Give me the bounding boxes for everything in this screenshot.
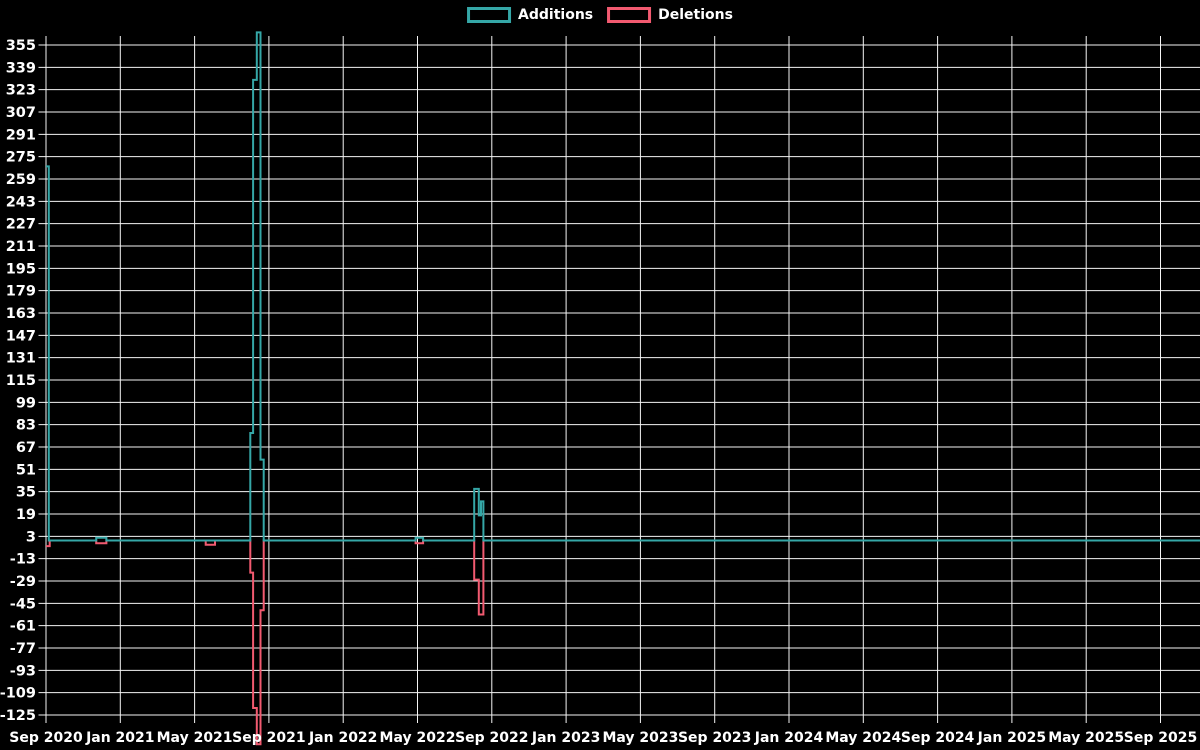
deletions-swatch-icon xyxy=(607,7,652,23)
chart-legend: Additions Deletions xyxy=(467,7,733,23)
y-tick-label: -125 xyxy=(0,708,36,724)
x-tick-label: May 2023 xyxy=(602,730,678,746)
y-tick-label: 179 xyxy=(6,284,36,300)
x-tick-label: Sep 2022 xyxy=(455,730,528,746)
y-tick-label: 323 xyxy=(6,83,36,99)
legend-label-additions: Additions xyxy=(518,7,594,23)
x-tick-label: Sep 2025 xyxy=(1124,730,1197,746)
y-tick-label: 3 xyxy=(26,529,36,545)
y-tick-label: 307 xyxy=(6,105,36,121)
y-tick-label: 339 xyxy=(6,60,36,76)
y-tick-label: 243 xyxy=(6,194,36,210)
y-tick-label: 115 xyxy=(6,373,36,389)
x-tick-label: Jan 2025 xyxy=(977,730,1046,746)
x-tick-label: May 2021 xyxy=(157,730,233,746)
y-tick-label: 163 xyxy=(6,306,36,322)
y-tick-label: 195 xyxy=(6,261,36,277)
y-tick-label: 291 xyxy=(6,127,36,143)
legend-item-deletions[interactable]: Deletions xyxy=(607,7,733,23)
y-tick-label: 355 xyxy=(6,38,36,54)
y-tick-label: 147 xyxy=(6,328,36,344)
additions-swatch-icon xyxy=(467,7,512,23)
y-tick-label: 51 xyxy=(16,462,36,478)
y-tick-label: -109 xyxy=(0,686,36,702)
x-tick-label: May 2022 xyxy=(380,730,456,746)
x-tick-label: Jan 2023 xyxy=(531,730,600,746)
x-tick-label: Sep 2023 xyxy=(678,730,751,746)
x-tick-label: May 2024 xyxy=(825,730,901,746)
x-tick-label: Jan 2021 xyxy=(85,730,154,746)
legend-label-deletions: Deletions xyxy=(658,7,733,23)
y-tick-label: 131 xyxy=(6,351,36,367)
y-tick-label: 275 xyxy=(6,150,36,166)
y-tick-label: -93 xyxy=(10,663,36,679)
y-tick-label: 211 xyxy=(6,239,36,255)
deletions-line xyxy=(46,539,1200,746)
axis-labels: 355 339 323 307 291 275 259 243 227 211 195 179 163 1… xyxy=(0,38,1197,746)
legend-item-additions[interactable]: Additions xyxy=(467,7,593,23)
y-tick-label: 19 xyxy=(16,507,36,523)
x-tick-label: May 2025 xyxy=(1048,730,1124,746)
y-tick-label: 227 xyxy=(6,217,36,233)
additions-line xyxy=(46,31,1200,542)
grid-lines xyxy=(38,36,1200,723)
y-tick-label: 83 xyxy=(16,418,36,434)
y-tick-label: 35 xyxy=(16,485,36,501)
y-tick-label: -77 xyxy=(10,641,36,657)
y-tick-label: -61 xyxy=(10,619,36,635)
y-tick-label: 67 xyxy=(16,440,36,456)
x-tick-label: Sep 2020 xyxy=(9,730,83,746)
x-tick-label: Jan 2022 xyxy=(308,730,377,746)
y-tick-label: 259 xyxy=(6,172,36,188)
y-tick-label: -29 xyxy=(10,574,36,590)
x-tick-label: Sep 2024 xyxy=(901,730,975,746)
y-tick-label: -13 xyxy=(10,552,36,568)
x-tick-label: Jan 2024 xyxy=(754,730,824,746)
y-tick-label: 99 xyxy=(16,395,36,411)
x-tick-label: Sep 2021 xyxy=(232,730,305,746)
y-tick-label: -45 xyxy=(10,596,36,612)
